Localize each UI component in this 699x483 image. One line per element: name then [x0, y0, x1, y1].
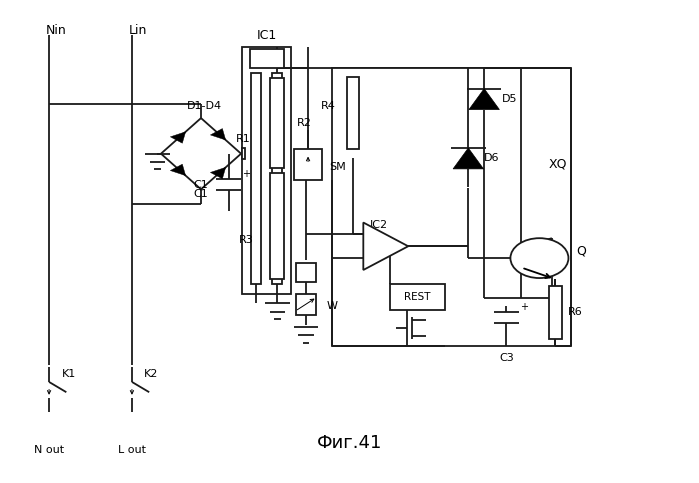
Polygon shape: [171, 132, 186, 143]
Text: IC1: IC1: [257, 28, 277, 42]
Text: L out: L out: [118, 445, 146, 455]
Bar: [271, 173, 284, 280]
Bar: [296, 263, 316, 282]
Text: IC2: IC2: [370, 220, 388, 230]
Text: C1: C1: [194, 180, 208, 189]
Text: N out: N out: [34, 445, 64, 455]
Text: K1: K1: [62, 369, 75, 380]
Text: REST: REST: [404, 292, 431, 302]
Bar: [296, 294, 316, 315]
Circle shape: [510, 238, 568, 278]
Polygon shape: [171, 164, 186, 176]
Text: K2: K2: [145, 369, 159, 380]
Text: W: W: [326, 300, 338, 311]
Bar: [332, 68, 570, 346]
Text: +: +: [242, 169, 250, 179]
Bar: [250, 49, 284, 68]
Text: R1: R1: [236, 134, 251, 144]
Text: R6: R6: [568, 308, 582, 317]
Text: SM: SM: [329, 162, 345, 172]
Text: +: +: [366, 229, 374, 240]
Polygon shape: [210, 128, 226, 140]
Text: Lin: Lin: [129, 24, 147, 37]
Bar: [549, 285, 561, 339]
Text: XQ: XQ: [549, 158, 567, 171]
Bar: [273, 73, 282, 284]
Text: R3: R3: [239, 235, 254, 245]
Bar: [251, 73, 261, 284]
Polygon shape: [363, 223, 408, 270]
Polygon shape: [469, 89, 499, 110]
Text: C3: C3: [499, 353, 514, 363]
Text: Q: Q: [577, 244, 586, 257]
Text: R4: R4: [321, 101, 336, 111]
Text: Nin: Nin: [45, 24, 66, 37]
Text: R2: R2: [296, 118, 312, 128]
Polygon shape: [453, 148, 484, 169]
Bar: [389, 284, 445, 310]
Text: +: +: [519, 302, 528, 312]
Text: D6: D6: [484, 154, 499, 163]
Polygon shape: [210, 167, 226, 179]
Text: Фиг.41: Фиг.41: [317, 434, 382, 452]
Text: D1-D4: D1-D4: [187, 101, 222, 111]
Text: -: -: [368, 253, 372, 263]
Bar: [243, 148, 245, 159]
Bar: [271, 78, 284, 168]
Bar: [294, 149, 322, 180]
Bar: [347, 77, 359, 149]
Bar: [243, 47, 291, 294]
Text: D5: D5: [501, 94, 517, 104]
Text: C1: C1: [194, 189, 208, 199]
Text: RS: RS: [271, 268, 285, 277]
